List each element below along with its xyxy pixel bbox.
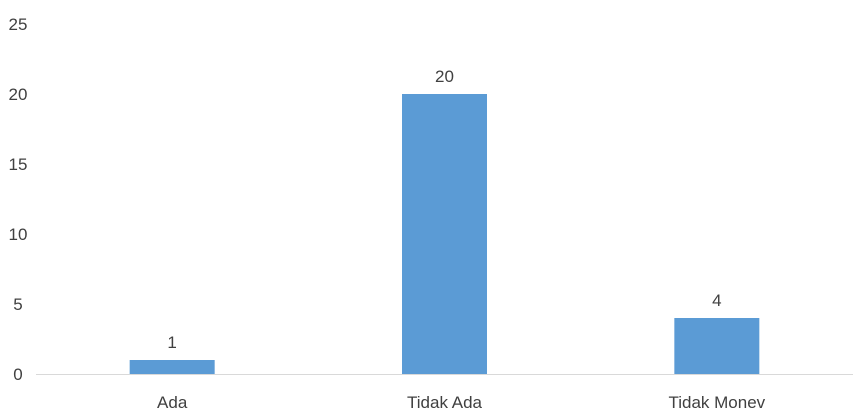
y-tick-label: 10 — [9, 225, 28, 244]
data-label: 4 — [712, 291, 721, 310]
bars — [129, 94, 760, 374]
x-tick-label: Tidak Ada — [407, 393, 483, 412]
y-tick-label: 25 — [9, 15, 28, 34]
y-tick-label: 0 — [13, 365, 22, 384]
bar — [674, 318, 760, 374]
bar — [129, 360, 215, 374]
y-axis-ticks: 0 5 10 15 20 25 — [9, 15, 28, 384]
data-labels: 1 20 4 — [167, 67, 721, 352]
bar — [402, 94, 487, 374]
x-axis-ticks: Ada Tidak Ada Tidak Monev — [157, 393, 766, 412]
y-tick-label: 20 — [9, 85, 28, 104]
x-tick-label: Ada — [157, 393, 188, 412]
data-label: 20 — [435, 67, 454, 86]
y-tick-label: 5 — [13, 295, 22, 314]
data-label: 1 — [167, 333, 176, 352]
y-tick-label: 15 — [9, 155, 28, 174]
x-tick-label: Tidak Monev — [668, 393, 765, 412]
